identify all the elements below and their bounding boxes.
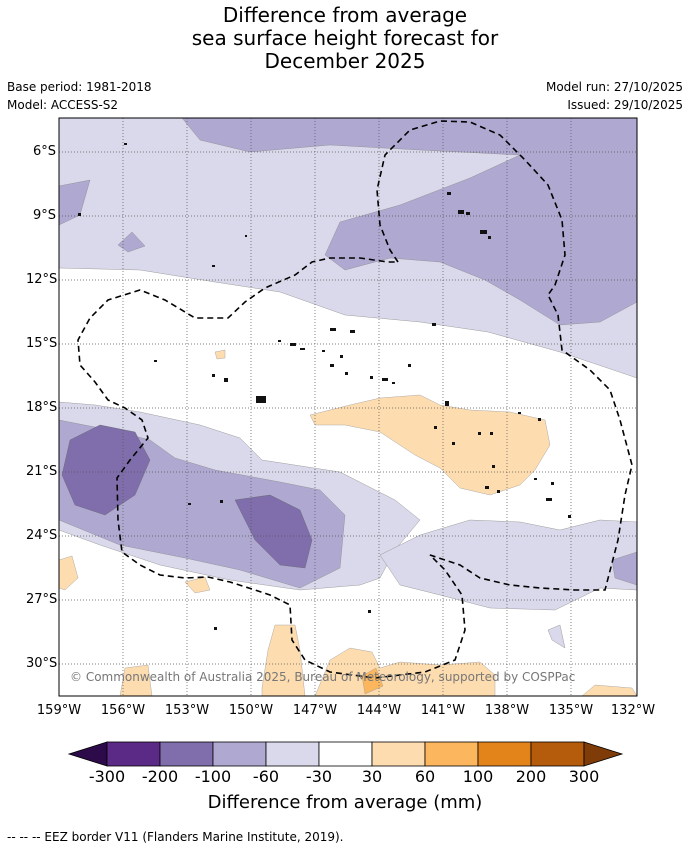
colorbar-bin <box>106 741 161 767</box>
colorbar-tick: 200 <box>515 767 547 786</box>
colorbar-tick: 300 <box>568 767 600 786</box>
lon-label: 159°W <box>36 703 82 718</box>
lon-label: 132°W <box>610 703 656 718</box>
copyright-text: © Commonwealth of Australia 2025, Bureau… <box>70 670 575 684</box>
lon-label: 147°W <box>292 703 338 718</box>
colorbar <box>67 741 624 767</box>
colorbar-tick: -300 <box>88 767 126 786</box>
colorbar-bin <box>424 741 479 767</box>
base-period: Base period: 1981-2018 <box>7 80 152 94</box>
meta-right: Model run: 27/10/2025 Issued: 29/10/2025 <box>546 78 683 114</box>
lon-label: 141°W <box>420 703 466 718</box>
colorbar-bin <box>530 741 585 767</box>
model-name: Model: ACCESS-S2 <box>7 98 119 112</box>
lon-label: 156°W <box>100 703 146 718</box>
lon-label: 150°W <box>228 703 274 718</box>
colorbar-bin <box>265 741 320 767</box>
lon-label: 138°W <box>484 703 530 718</box>
colorbar-bin <box>477 741 532 767</box>
model-run: Model run: 27/10/2025 <box>545 80 683 94</box>
map-frame <box>58 117 638 697</box>
colorbar-tick: 100 <box>462 767 494 786</box>
colorbar-tick: 30 <box>361 767 383 786</box>
colorbar-tick: 60 <box>414 767 436 786</box>
colorbar-label: Difference from average (mm) <box>207 792 483 813</box>
lat-label: 24°S <box>26 528 58 543</box>
islands <box>78 143 571 630</box>
lat-label: 15°S <box>26 336 58 351</box>
lat-label: 12°S <box>26 272 58 287</box>
lat-label: 6°S <box>32 144 56 159</box>
lat-label: 27°S <box>26 592 58 607</box>
colorbar-tick: -30 <box>305 767 333 786</box>
colorbar-tick: -200 <box>141 767 179 786</box>
lat-label: 30°S <box>26 656 58 671</box>
colorbar-tick: -60 <box>252 767 280 786</box>
colorbar-bin <box>159 741 214 767</box>
lon-label: 135°W <box>548 703 594 718</box>
colorbar-bin <box>318 741 373 767</box>
title-line-1: Difference from average <box>222 3 468 27</box>
colorbar-bin <box>212 741 267 767</box>
eez-legend-note: -- -- -- EEZ border V11 (Flanders Marine… <box>7 830 344 844</box>
lon-label: 144°W <box>356 703 402 718</box>
title-line-3: December 2025 <box>264 49 426 73</box>
issued-date: Issued: 29/10/2025 <box>567 98 683 112</box>
meta-left: Base period: 1981-2018 Model: ACCESS-S2 <box>7 78 152 114</box>
map-title: Difference from average sea surface heig… <box>0 4 690 73</box>
lat-label: 9°S <box>32 208 56 223</box>
colorbar-bin <box>371 741 426 767</box>
colorbar-tick: -100 <box>194 767 232 786</box>
title-line-2: sea surface height forecast for <box>191 26 499 50</box>
colorbar-over-triangle <box>583 741 624 767</box>
anomaly-field <box>59 118 637 696</box>
lon-label: 153°W <box>164 703 210 718</box>
colorbar-under-triangle <box>67 741 108 767</box>
lat-label: 18°S <box>26 400 58 415</box>
lat-label: 21°S <box>26 464 58 479</box>
